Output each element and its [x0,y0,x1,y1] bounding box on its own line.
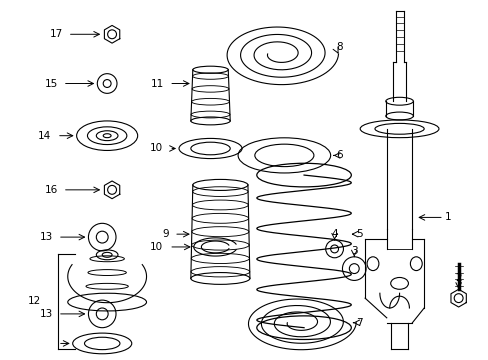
Text: 15: 15 [44,78,58,89]
Text: 11: 11 [151,78,164,89]
Text: 1: 1 [444,212,450,222]
Text: 12: 12 [28,296,41,306]
Text: 10: 10 [150,242,163,252]
Text: 16: 16 [44,185,58,195]
Text: 4: 4 [330,229,337,239]
Text: 7: 7 [356,318,362,328]
Text: 13: 13 [40,309,53,319]
Text: 10: 10 [150,144,163,153]
Text: 5: 5 [356,229,362,239]
Text: 17: 17 [49,29,63,39]
Text: 2: 2 [454,273,461,283]
Text: 13: 13 [40,232,53,242]
Text: 14: 14 [38,131,51,141]
Text: 8: 8 [336,42,343,52]
Text: 3: 3 [350,246,357,256]
Text: 9: 9 [162,229,169,239]
Text: 6: 6 [336,150,343,161]
